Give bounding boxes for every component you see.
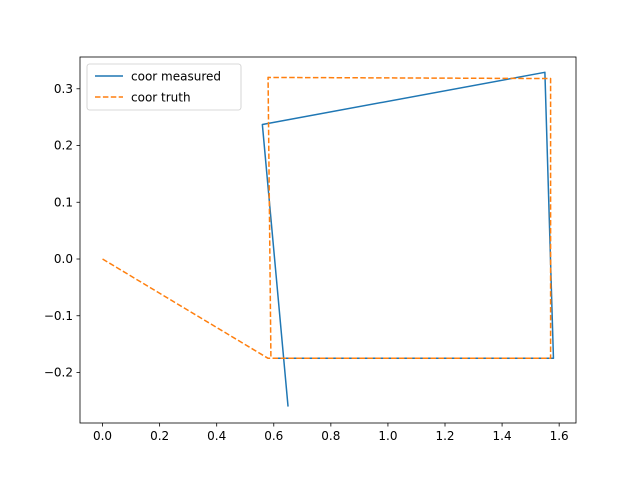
y-tick-label: 0.3 (54, 82, 73, 96)
ticks: 0.0 0.2 0.4 0.6 0.8 1.0 1.2 1.4 1.6 −0.2 −0.1 0.0 0.… (44, 56, 577, 443)
x-tick-label: 1.0 (378, 429, 397, 443)
y-tick-label: 0.1 (54, 195, 73, 209)
series-layer (102, 71, 555, 407)
axes-frame (80, 57, 576, 423)
axes-spines (79, 56, 577, 424)
legend-box (86, 63, 242, 111)
x-tick-label: 0.0 (93, 429, 112, 443)
legend-label: coor truth (131, 90, 191, 104)
x-tick-label: 0.2 (150, 429, 169, 443)
y-tick-label: 0.2 (54, 139, 73, 153)
series-line-coor-measured (261, 71, 555, 407)
plot-area (80, 57, 576, 423)
x-tick-label: 1.2 (435, 429, 454, 443)
x-tick-label: 1.4 (493, 429, 512, 443)
y-tick-label: −0.2 (44, 366, 73, 380)
legend: coor measured coor truth (86, 63, 242, 111)
x-tick-label: 0.8 (321, 429, 340, 443)
x-tick-label: 0.4 (207, 429, 226, 443)
y-tick-label: −0.1 (44, 309, 73, 323)
legend-label: coor measured (131, 69, 221, 83)
x-tick-label: 1.6 (550, 429, 569, 443)
series-line-coor-truth (102, 76, 552, 360)
x-tick-label: 0.6 (264, 429, 283, 443)
y-tick-label: 0.0 (54, 252, 73, 266)
